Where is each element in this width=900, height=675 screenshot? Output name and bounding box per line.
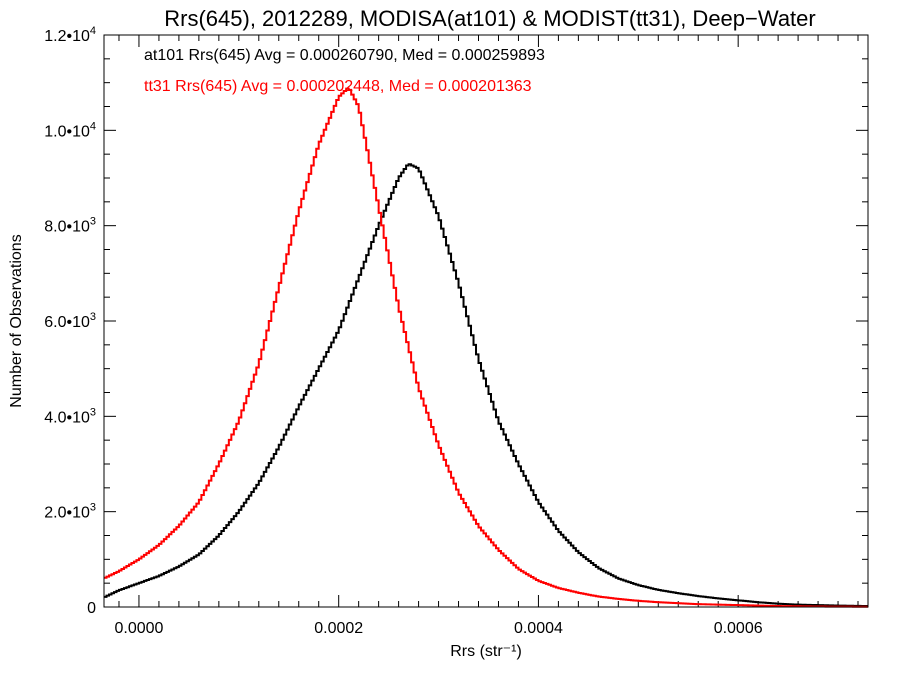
y-tick-label: 8.0•103 <box>44 216 96 236</box>
x-axis-label: Rrs (str⁻¹) <box>450 643 522 660</box>
annotation-at101: at101 Rrs(645) Avg = 0.000260790, Med = … <box>144 47 545 64</box>
y-tick-label: 1.2•104 <box>44 25 96 45</box>
y-tick-label: 0 <box>87 600 96 617</box>
y-axis-label: Number of Observations <box>8 234 25 407</box>
x-tick-label: 0.0000 <box>114 620 163 637</box>
series-at101-histogram <box>104 163 868 608</box>
x-axis-ticks: 0.0000 0.0002 0.0004 0.0006 <box>114 35 859 637</box>
histogram-series <box>104 87 868 608</box>
y-tick-label: 2.0•103 <box>44 502 96 522</box>
y-tick-label: 1.0•104 <box>44 120 96 140</box>
chart-title: Rrs(645), 2012289, MODISA(at101) & MODIS… <box>164 6 815 31</box>
annotation-tt31: tt31 Rrs(645) Avg = 0.000202448, Med = 0… <box>144 78 532 95</box>
x-tick-label: 0.0002 <box>314 620 363 637</box>
plot-frame <box>103 34 869 608</box>
y-tick-label: 4.0•103 <box>44 406 96 426</box>
x-tick-label: 0.0004 <box>514 620 563 637</box>
y-axis-ticks: 0 2.0•103 4.0•103 6.0•103 8.0•103 1.0•104 1.2•… <box>44 25 868 617</box>
y-tick-label: 6.0•103 <box>44 311 96 331</box>
x-tick-label: 0.0006 <box>714 620 763 637</box>
series-tt31-histogram <box>104 87 868 608</box>
